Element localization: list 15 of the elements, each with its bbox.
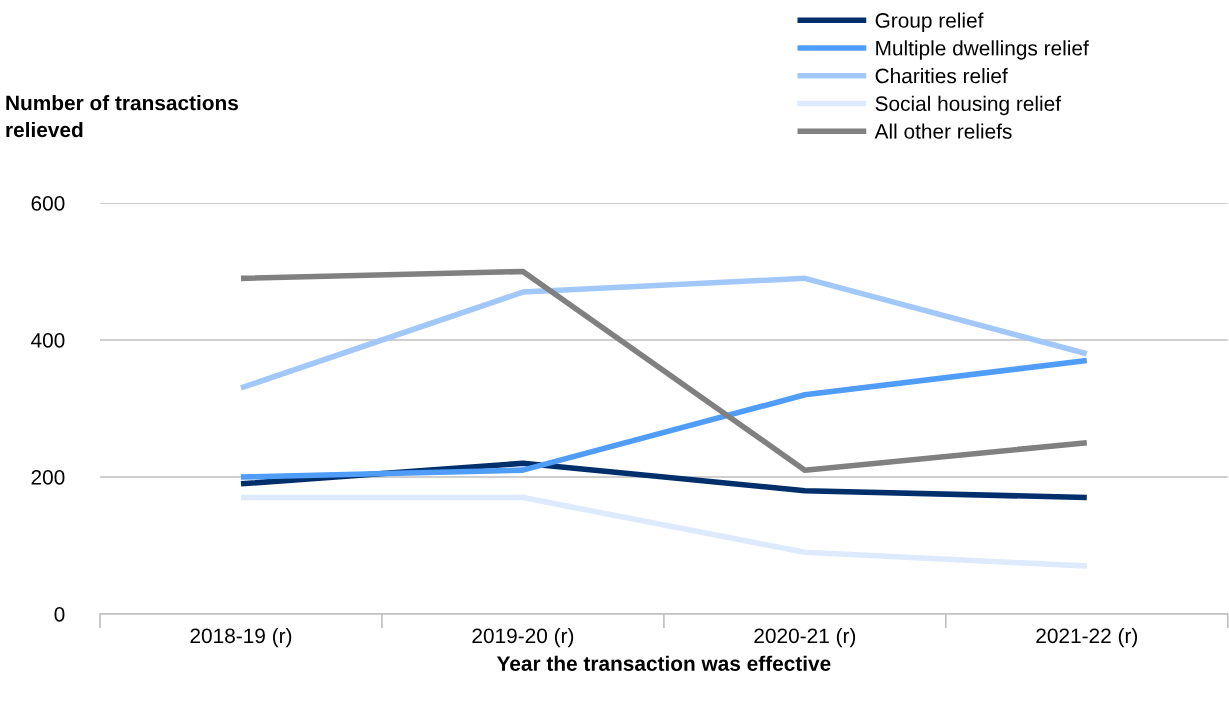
x-tick-label: 2021-22 (r) (1036, 627, 1138, 648)
x-tick-label: 2019-20 (r) (472, 627, 574, 648)
legend-label: Charities relief (875, 68, 1008, 84)
legend-label: Social housing relief (875, 95, 1062, 116)
x-axis-title: Year the transaction was effective (496, 655, 831, 671)
x-tick-label: 2018-19 (r) (190, 627, 292, 648)
y-tick-label: 600 (31, 196, 65, 211)
legend-label: All other reliefs (874, 123, 1012, 139)
y-tick-label: 200 (31, 470, 65, 485)
legend-label: Group relief (875, 12, 984, 32)
y-axis-title: Number of transactions relieved (6, 95, 238, 138)
y-tick-label: 0 (54, 607, 65, 622)
y-tick-label: 400 (31, 333, 65, 348)
legend-label: Multiple dwellings relief (876, 40, 1089, 60)
x-tick-label: 2020-21 (r) (754, 627, 856, 648)
